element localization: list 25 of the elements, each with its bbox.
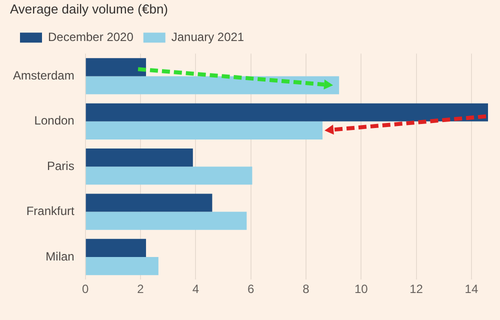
x-tick-label: 2 [137, 282, 144, 296]
x-tick-label: 8 [302, 282, 310, 296]
x-tick-label: 4 [192, 282, 200, 296]
chart-title: Average daily volume (€bn) [10, 1, 168, 16]
y-tick-label: Paris [47, 158, 74, 173]
y-tick-label: London [34, 114, 74, 128]
bar [86, 194, 212, 212]
bar [86, 257, 158, 276]
bar [86, 103, 488, 122]
bar [86, 212, 247, 230]
legend-label: January 2021 [171, 30, 244, 44]
x-tick-label: 12 [410, 282, 424, 296]
x-tick-label: 14 [464, 282, 478, 296]
x-tick-label: 10 [354, 282, 368, 296]
y-tick-label: Amsterdam [12, 68, 74, 83]
x-tick-label: 0 [82, 282, 90, 296]
bar [86, 121, 323, 140]
bar [86, 58, 146, 76]
bar [86, 148, 193, 167]
y-tick-label: Frankfurt [26, 204, 76, 218]
y-tick-label: Milan [46, 249, 74, 264]
x-tick-label: 6 [247, 282, 254, 296]
bar [86, 238, 146, 257]
legend-label: December 2020 [48, 30, 134, 44]
bar [86, 166, 252, 185]
